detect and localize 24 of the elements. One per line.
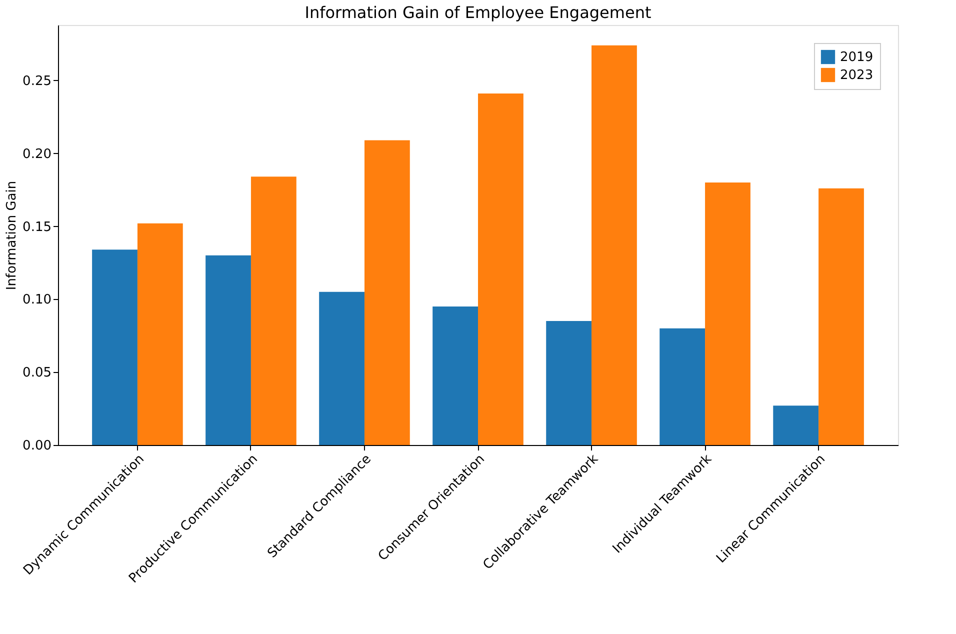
y-tick-label: 0.00 bbox=[22, 438, 52, 454]
bar bbox=[364, 140, 410, 445]
bar bbox=[773, 406, 819, 445]
bar bbox=[92, 250, 138, 445]
bar bbox=[206, 255, 251, 445]
y-tick-label: 0.25 bbox=[22, 74, 52, 89]
bar bbox=[478, 94, 524, 445]
legend-label: 2019 bbox=[840, 50, 874, 65]
bar bbox=[319, 292, 364, 445]
bar bbox=[592, 45, 637, 445]
y-tick-label: 0.05 bbox=[22, 366, 52, 381]
bar bbox=[546, 321, 592, 445]
bar bbox=[660, 328, 706, 445]
bar bbox=[432, 306, 478, 445]
legend-label: 2023 bbox=[840, 68, 874, 83]
chart-title: Information Gain of Employee Engagement bbox=[304, 3, 652, 22]
bar bbox=[705, 182, 750, 445]
bar bbox=[250, 176, 296, 445]
y-tick-label: 0.10 bbox=[22, 292, 52, 308]
y-tick-label: 0.15 bbox=[22, 220, 52, 235]
bar bbox=[818, 188, 864, 445]
bar bbox=[137, 223, 183, 445]
y-axis-title: Information Gain bbox=[4, 180, 20, 290]
y-tick-label: 0.20 bbox=[22, 146, 52, 162]
